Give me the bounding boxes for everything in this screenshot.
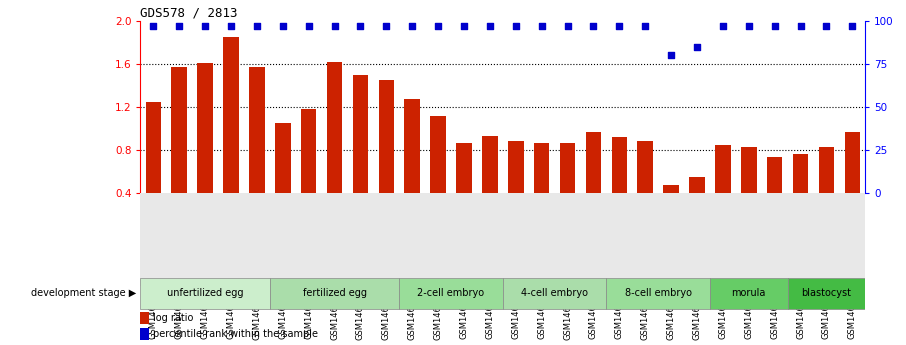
Bar [140, 312, 149, 324]
Bar [457, 142, 472, 193]
Bar [430, 116, 446, 193]
Point [431, 23, 446, 29]
Point [483, 23, 497, 29]
FancyBboxPatch shape [503, 278, 606, 309]
Bar [482, 136, 497, 193]
Bar [689, 177, 705, 193]
Bar [638, 141, 653, 193]
Text: log ratio: log ratio [153, 313, 194, 323]
Bar [198, 63, 213, 193]
Bar [301, 109, 316, 193]
Point [327, 23, 342, 29]
Bar [741, 147, 757, 193]
Bar [793, 155, 808, 193]
Bar [171, 67, 187, 193]
Point [586, 23, 601, 29]
Point [172, 23, 187, 29]
Bar [352, 75, 368, 193]
Text: morula: morula [731, 288, 766, 298]
Bar [275, 123, 291, 193]
Text: 4-cell embryo: 4-cell embryo [521, 288, 588, 298]
Point [716, 23, 730, 29]
Bar [585, 132, 602, 193]
FancyBboxPatch shape [606, 278, 710, 309]
Point [146, 23, 160, 29]
FancyBboxPatch shape [400, 278, 503, 309]
Bar [612, 137, 627, 193]
Point [560, 23, 574, 29]
FancyBboxPatch shape [787, 278, 865, 309]
Point [508, 23, 523, 29]
Bar [140, 328, 149, 340]
Text: fertilized egg: fertilized egg [303, 288, 367, 298]
Text: percentile rank within the sample: percentile rank within the sample [153, 329, 319, 339]
Bar [249, 67, 265, 193]
Point [198, 23, 212, 29]
Bar [508, 141, 524, 193]
Point [250, 23, 265, 29]
Point [664, 52, 679, 58]
Point [379, 23, 393, 29]
Text: unfertilized egg: unfertilized egg [167, 288, 244, 298]
Point [689, 44, 704, 49]
Bar [819, 147, 834, 193]
Point [819, 23, 834, 29]
Text: development stage ▶: development stage ▶ [31, 288, 136, 298]
Bar [766, 157, 783, 193]
Bar [844, 132, 860, 193]
Bar [715, 145, 730, 193]
Point [353, 23, 368, 29]
Bar [146, 101, 161, 193]
Point [741, 23, 756, 29]
Point [302, 23, 316, 29]
Bar [534, 142, 549, 193]
Text: 2-cell embryo: 2-cell embryo [418, 288, 485, 298]
FancyBboxPatch shape [710, 278, 787, 309]
Point [535, 23, 549, 29]
Point [405, 23, 419, 29]
Bar [223, 37, 239, 193]
Point [457, 23, 471, 29]
Text: blastocyst: blastocyst [802, 288, 852, 298]
Point [767, 23, 782, 29]
Point [845, 23, 860, 29]
FancyBboxPatch shape [270, 278, 400, 309]
Text: 8-cell embryo: 8-cell embryo [624, 288, 691, 298]
FancyBboxPatch shape [140, 278, 270, 309]
Bar [663, 185, 679, 193]
Bar [327, 62, 342, 193]
Point [224, 23, 238, 29]
Point [794, 23, 808, 29]
Bar [379, 80, 394, 193]
Bar [404, 99, 420, 193]
Bar [560, 142, 575, 193]
Point [638, 23, 652, 29]
Text: GDS578 / 2813: GDS578 / 2813 [140, 7, 238, 20]
Point [612, 23, 627, 29]
Point [275, 23, 290, 29]
